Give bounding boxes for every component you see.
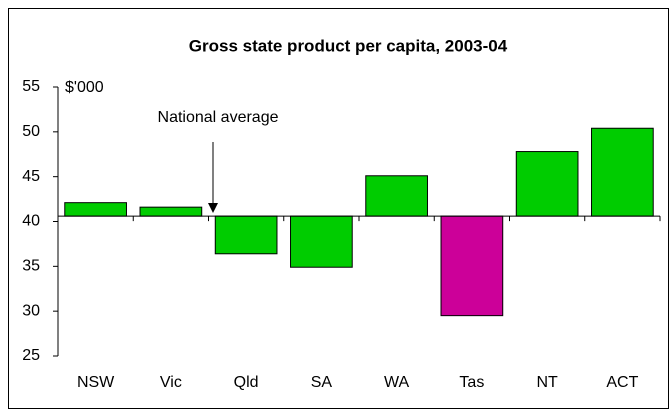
- y-unit-label: $'000: [65, 79, 104, 96]
- bar: [214, 215, 278, 255]
- x-tick-label: WA: [384, 374, 410, 391]
- x-tick-label: Tas: [459, 374, 484, 391]
- bar: [591, 127, 654, 217]
- x-tick-label: NT: [536, 374, 558, 391]
- bar: [440, 215, 504, 317]
- bar: [139, 206, 203, 217]
- annotation-arrow: [208, 142, 218, 213]
- bar: [365, 175, 428, 217]
- x-tick-label: SA: [311, 374, 333, 391]
- y-tick-label: 40: [22, 213, 40, 230]
- y-tick-label: 45: [22, 168, 40, 185]
- x-tick-label: Qld: [234, 374, 259, 391]
- chart-title: Gross state product per capita, 2003-04: [189, 36, 508, 55]
- y-tick-label: 55: [22, 78, 40, 95]
- x-tick-label: NSW: [77, 374, 115, 391]
- y-tick-label: 30: [22, 302, 40, 319]
- annotation: National average: [158, 109, 279, 126]
- y-tick-label: 50: [22, 123, 40, 140]
- y-tick-label: 35: [22, 258, 40, 275]
- y-tick-label: 25: [22, 347, 40, 364]
- arrow-head: [208, 203, 218, 213]
- x-tick-label: Vic: [160, 374, 182, 391]
- x-tick-label: ACT: [606, 374, 638, 391]
- bar: [290, 215, 353, 268]
- bar: [515, 151, 579, 217]
- bar: [64, 202, 127, 217]
